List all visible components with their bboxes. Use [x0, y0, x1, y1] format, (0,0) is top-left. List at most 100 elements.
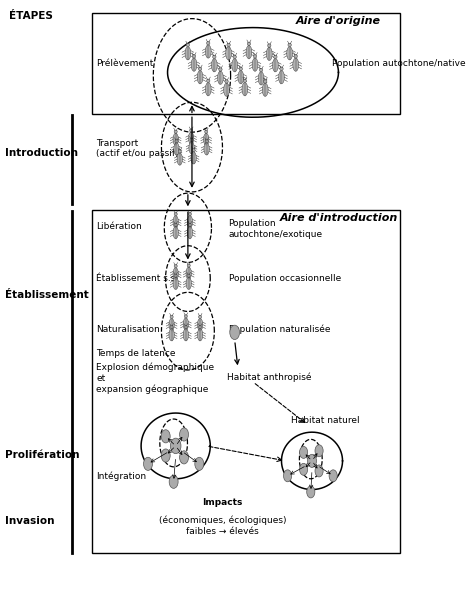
Text: Impacts: Impacts: [202, 498, 243, 507]
Polygon shape: [266, 47, 272, 60]
Polygon shape: [273, 55, 277, 59]
Polygon shape: [183, 318, 189, 330]
Polygon shape: [205, 130, 208, 133]
Polygon shape: [211, 59, 217, 72]
Polygon shape: [192, 55, 196, 58]
Polygon shape: [190, 129, 193, 132]
Polygon shape: [186, 43, 190, 47]
Polygon shape: [175, 140, 178, 143]
Polygon shape: [173, 133, 178, 146]
Polygon shape: [199, 325, 201, 329]
Text: Habitat naturel: Habitat naturel: [291, 416, 360, 425]
Polygon shape: [207, 41, 210, 45]
Polygon shape: [184, 314, 187, 318]
Polygon shape: [187, 226, 192, 238]
Circle shape: [161, 449, 170, 462]
Polygon shape: [199, 315, 201, 319]
Polygon shape: [288, 43, 292, 47]
Text: Établissement: Établissement: [5, 290, 89, 300]
Circle shape: [283, 470, 292, 482]
Text: Aire d'introduction: Aire d'introduction: [279, 213, 398, 223]
Polygon shape: [262, 83, 268, 96]
Polygon shape: [174, 274, 177, 277]
Polygon shape: [190, 138, 193, 141]
Polygon shape: [191, 152, 196, 164]
Polygon shape: [174, 213, 177, 216]
Polygon shape: [197, 329, 203, 341]
Circle shape: [180, 451, 189, 464]
Circle shape: [300, 464, 308, 475]
Polygon shape: [187, 274, 190, 277]
Polygon shape: [242, 83, 248, 96]
Polygon shape: [187, 264, 190, 267]
Polygon shape: [227, 43, 230, 47]
Polygon shape: [204, 143, 210, 155]
Polygon shape: [247, 42, 251, 46]
Circle shape: [307, 486, 315, 498]
Text: Invasion: Invasion: [5, 516, 54, 525]
Polygon shape: [174, 223, 177, 226]
Text: (économiques, écologiques)
faibles → élevés: (économiques, écologiques) faibles → éle…: [159, 516, 286, 536]
Polygon shape: [279, 71, 284, 84]
Text: Naturalisation: Naturalisation: [96, 325, 160, 334]
Polygon shape: [177, 153, 182, 165]
Polygon shape: [174, 130, 177, 133]
Circle shape: [315, 465, 323, 477]
Text: Libération: Libération: [96, 222, 142, 231]
Polygon shape: [174, 265, 177, 268]
Text: Établissement s.s.: Établissement s.s.: [96, 274, 179, 283]
Polygon shape: [174, 143, 179, 155]
Polygon shape: [186, 267, 191, 279]
Polygon shape: [218, 71, 223, 84]
Polygon shape: [264, 80, 267, 83]
Polygon shape: [226, 47, 231, 60]
FancyBboxPatch shape: [92, 210, 400, 553]
Polygon shape: [258, 72, 264, 85]
Circle shape: [144, 457, 153, 470]
Polygon shape: [186, 277, 191, 289]
Polygon shape: [253, 55, 257, 58]
Polygon shape: [287, 47, 292, 60]
Polygon shape: [259, 68, 263, 72]
Polygon shape: [189, 141, 194, 154]
Text: Intégration: Intégration: [96, 471, 146, 480]
Circle shape: [230, 325, 239, 340]
Text: Population naturalisée: Population naturalisée: [228, 325, 330, 334]
Polygon shape: [268, 44, 271, 47]
FancyBboxPatch shape: [92, 13, 400, 114]
Text: Prélèvement: Prélèvement: [96, 59, 154, 68]
Polygon shape: [173, 216, 178, 228]
Polygon shape: [188, 213, 191, 216]
Polygon shape: [178, 150, 182, 153]
Polygon shape: [225, 80, 228, 83]
Polygon shape: [197, 71, 203, 84]
Polygon shape: [246, 46, 252, 59]
Polygon shape: [232, 59, 237, 72]
Polygon shape: [192, 149, 195, 152]
Polygon shape: [273, 59, 278, 72]
Polygon shape: [189, 132, 194, 144]
Text: Prolifération: Prolifération: [5, 450, 79, 460]
Polygon shape: [252, 58, 258, 71]
Text: Explosion démographique
et
expansion géographique: Explosion démographique et expansion géo…: [96, 363, 214, 394]
Polygon shape: [184, 325, 187, 329]
Polygon shape: [213, 55, 216, 59]
Circle shape: [300, 446, 308, 458]
Polygon shape: [243, 79, 246, 83]
Polygon shape: [170, 325, 173, 329]
Polygon shape: [173, 268, 178, 280]
Text: Habitat anthropisé: Habitat anthropisé: [227, 373, 311, 382]
Polygon shape: [170, 315, 173, 319]
Polygon shape: [207, 79, 210, 83]
Text: Transport
(actif et/ou passif): Transport (actif et/ou passif): [96, 138, 179, 158]
Text: Population occasionnelle: Population occasionnelle: [228, 274, 341, 283]
Polygon shape: [185, 47, 191, 60]
Circle shape: [195, 457, 204, 470]
Polygon shape: [199, 67, 202, 71]
Polygon shape: [173, 277, 178, 289]
Polygon shape: [280, 67, 283, 71]
Circle shape: [308, 454, 317, 467]
Circle shape: [169, 475, 178, 488]
Polygon shape: [224, 83, 229, 96]
Polygon shape: [205, 83, 211, 96]
